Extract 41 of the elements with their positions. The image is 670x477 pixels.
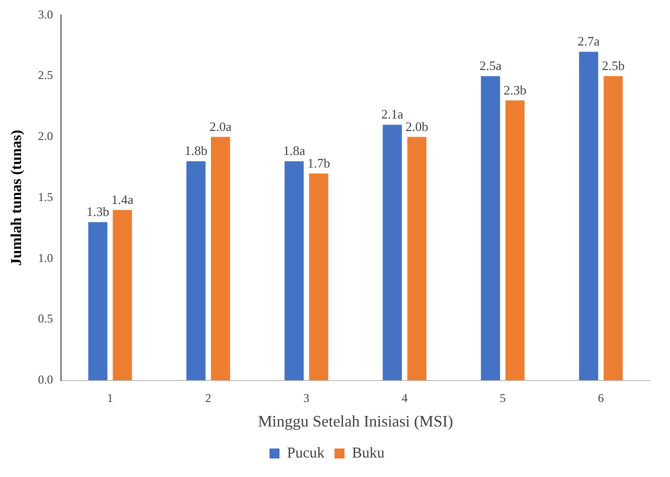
bar (309, 173, 328, 380)
x-tick-label: 2 (205, 390, 212, 405)
y-tick-label: 0.5 (38, 312, 53, 326)
data-label: 2.5a (479, 58, 502, 73)
data-label: 1.8a (283, 143, 306, 158)
legend-label: Pucuk (287, 445, 325, 462)
y-tick-label: 2.0 (38, 129, 53, 144)
data-label: 2.5b (602, 58, 625, 73)
bar (112, 210, 132, 380)
y-tick-label: 2.5 (38, 68, 53, 82)
x-tick-label: 4 (402, 390, 408, 405)
bar (88, 222, 108, 380)
y-tick-label: 1.5 (38, 190, 53, 204)
bar (186, 161, 206, 380)
bar (480, 76, 500, 380)
bar (505, 100, 525, 380)
y-tick-label: 3.0 (38, 7, 53, 22)
data-label: 1.3b (86, 204, 110, 220)
y-axis-title: Jumlah tunas (tunas) (8, 130, 25, 266)
data-label: 2.3b (504, 82, 526, 98)
bar (382, 124, 402, 380)
bar (604, 76, 623, 380)
x-tick-label: 6 (598, 390, 604, 405)
x-tick-label: 5 (500, 390, 506, 405)
bar (210, 136, 230, 380)
x-tick-label: 3 (303, 390, 310, 405)
y-tick-label: 0.0 (38, 372, 53, 387)
x-tick-label: 1 (107, 390, 114, 405)
data-label: 2.0b (405, 118, 428, 134)
data-label: 2.0a (210, 118, 232, 134)
bar (284, 161, 304, 380)
y-tick-label: 1.0 (38, 250, 53, 265)
data-label: 1.8b (184, 143, 208, 158)
bar (407, 136, 426, 380)
data-label: 2.1a (381, 106, 404, 122)
bar (579, 52, 598, 380)
data-label: 2.7a (578, 34, 600, 49)
legend-label: Buku (352, 445, 385, 462)
data-label: 1.7b (307, 155, 330, 170)
x-axis-title: Minggu Setelah Inisiasi (MSI) (258, 414, 454, 431)
data-label: 1.4a (111, 192, 134, 207)
